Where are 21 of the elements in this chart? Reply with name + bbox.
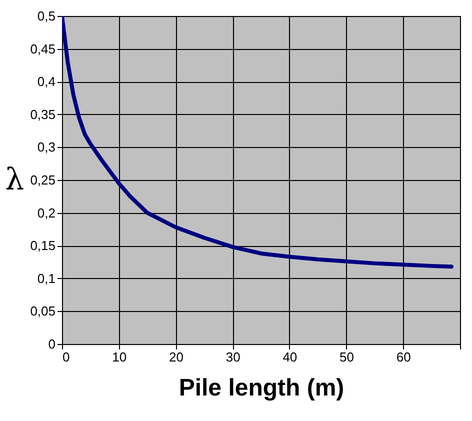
x-tick-label: 40 [282, 350, 298, 364]
y-tick-label: 0,15 [30, 238, 56, 254]
y-axis-title: λ [5, 162, 24, 198]
y-tick-label: 0,5 [37, 8, 56, 24]
y-tick-label: 0,1 [37, 270, 56, 286]
x-tick-label: 20 [168, 350, 184, 364]
y-tick-label: 0,3 [37, 140, 56, 155]
x-axis-title: Pile length (m) [178, 374, 344, 402]
line-series [62, 16, 454, 269]
x-tick-label: 30 [226, 350, 240, 364]
y-tick-label: 0 [48, 336, 56, 352]
x-tick-label: 60 [396, 350, 411, 364]
y-tick-label: 0,4 [37, 74, 56, 90]
x-tick-label: 50 [340, 350, 354, 364]
y-tick-label: 0,45 [30, 41, 56, 56]
y-tick-label: 0,05 [30, 304, 56, 319]
y-tick-label: 0,2 [37, 205, 56, 220]
x-tick-label: 0 [62, 350, 70, 364]
y-tick-label: 0,35 [30, 106, 56, 122]
x-tick-label: 10 [112, 350, 127, 364]
y-tick-label: 0,25 [30, 172, 56, 188]
